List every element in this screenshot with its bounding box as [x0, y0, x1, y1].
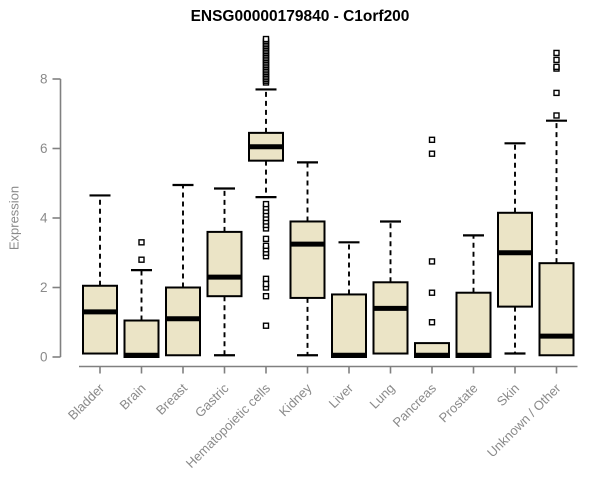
box-Kidney [289, 220, 326, 299]
outlier-point [262, 280, 270, 288]
outlier-point [428, 136, 436, 144]
x-category-label: Gastric [192, 380, 232, 420]
outlier-point [553, 89, 560, 97]
outlier-point [553, 49, 560, 57]
outlier-point [262, 275, 270, 283]
x-category-label: Lung [367, 381, 398, 412]
outlier-point [428, 319, 436, 326]
x-category-label: Kidney [276, 380, 315, 419]
x-category-label: Brain [117, 381, 149, 413]
y-tick-label: 2 [40, 280, 48, 295]
outlier-point [138, 239, 145, 246]
outlier-point [262, 200, 270, 208]
outlier-point [138, 256, 145, 263]
box-Skin [497, 211, 533, 308]
outlier-point [262, 35, 270, 43]
x-category-label: Skin [494, 381, 522, 409]
x-category-label: Prostate [436, 381, 481, 426]
box-Brain [123, 319, 160, 359]
box-Bladder [82, 284, 118, 355]
x-category-label: Bladder [65, 380, 108, 423]
box-Liver [331, 293, 367, 359]
x-category-label: Liver [326, 380, 357, 411]
outlier-point [553, 56, 560, 64]
outlier-point [428, 150, 436, 157]
x-category-label: Breast [153, 380, 190, 417]
y-tick-label: 8 [40, 72, 48, 87]
outlier-point [428, 289, 436, 296]
y-tick-label: 4 [40, 211, 48, 226]
box-Breast [165, 286, 201, 357]
x-category-label: Unknown / Other [484, 380, 564, 460]
box-Gastric [206, 230, 243, 298]
box-Unknown / Other [538, 262, 575, 357]
outlier-point [262, 322, 270, 329]
outlier-point [428, 258, 436, 265]
outlier-point [262, 242, 270, 250]
chart-title: ENSG00000179840 - C1orf200 [190, 8, 410, 25]
y-tick-label: 6 [40, 141, 48, 156]
x-category-label: Pancreas [390, 380, 440, 430]
y-tick-label: 0 [40, 350, 48, 365]
box-Prostate [455, 291, 492, 358]
outlier-point [553, 112, 560, 119]
outlier-point [262, 292, 270, 300]
outlier-point [262, 235, 270, 243]
box-Lung [372, 281, 409, 355]
outlier-point [553, 63, 560, 71]
